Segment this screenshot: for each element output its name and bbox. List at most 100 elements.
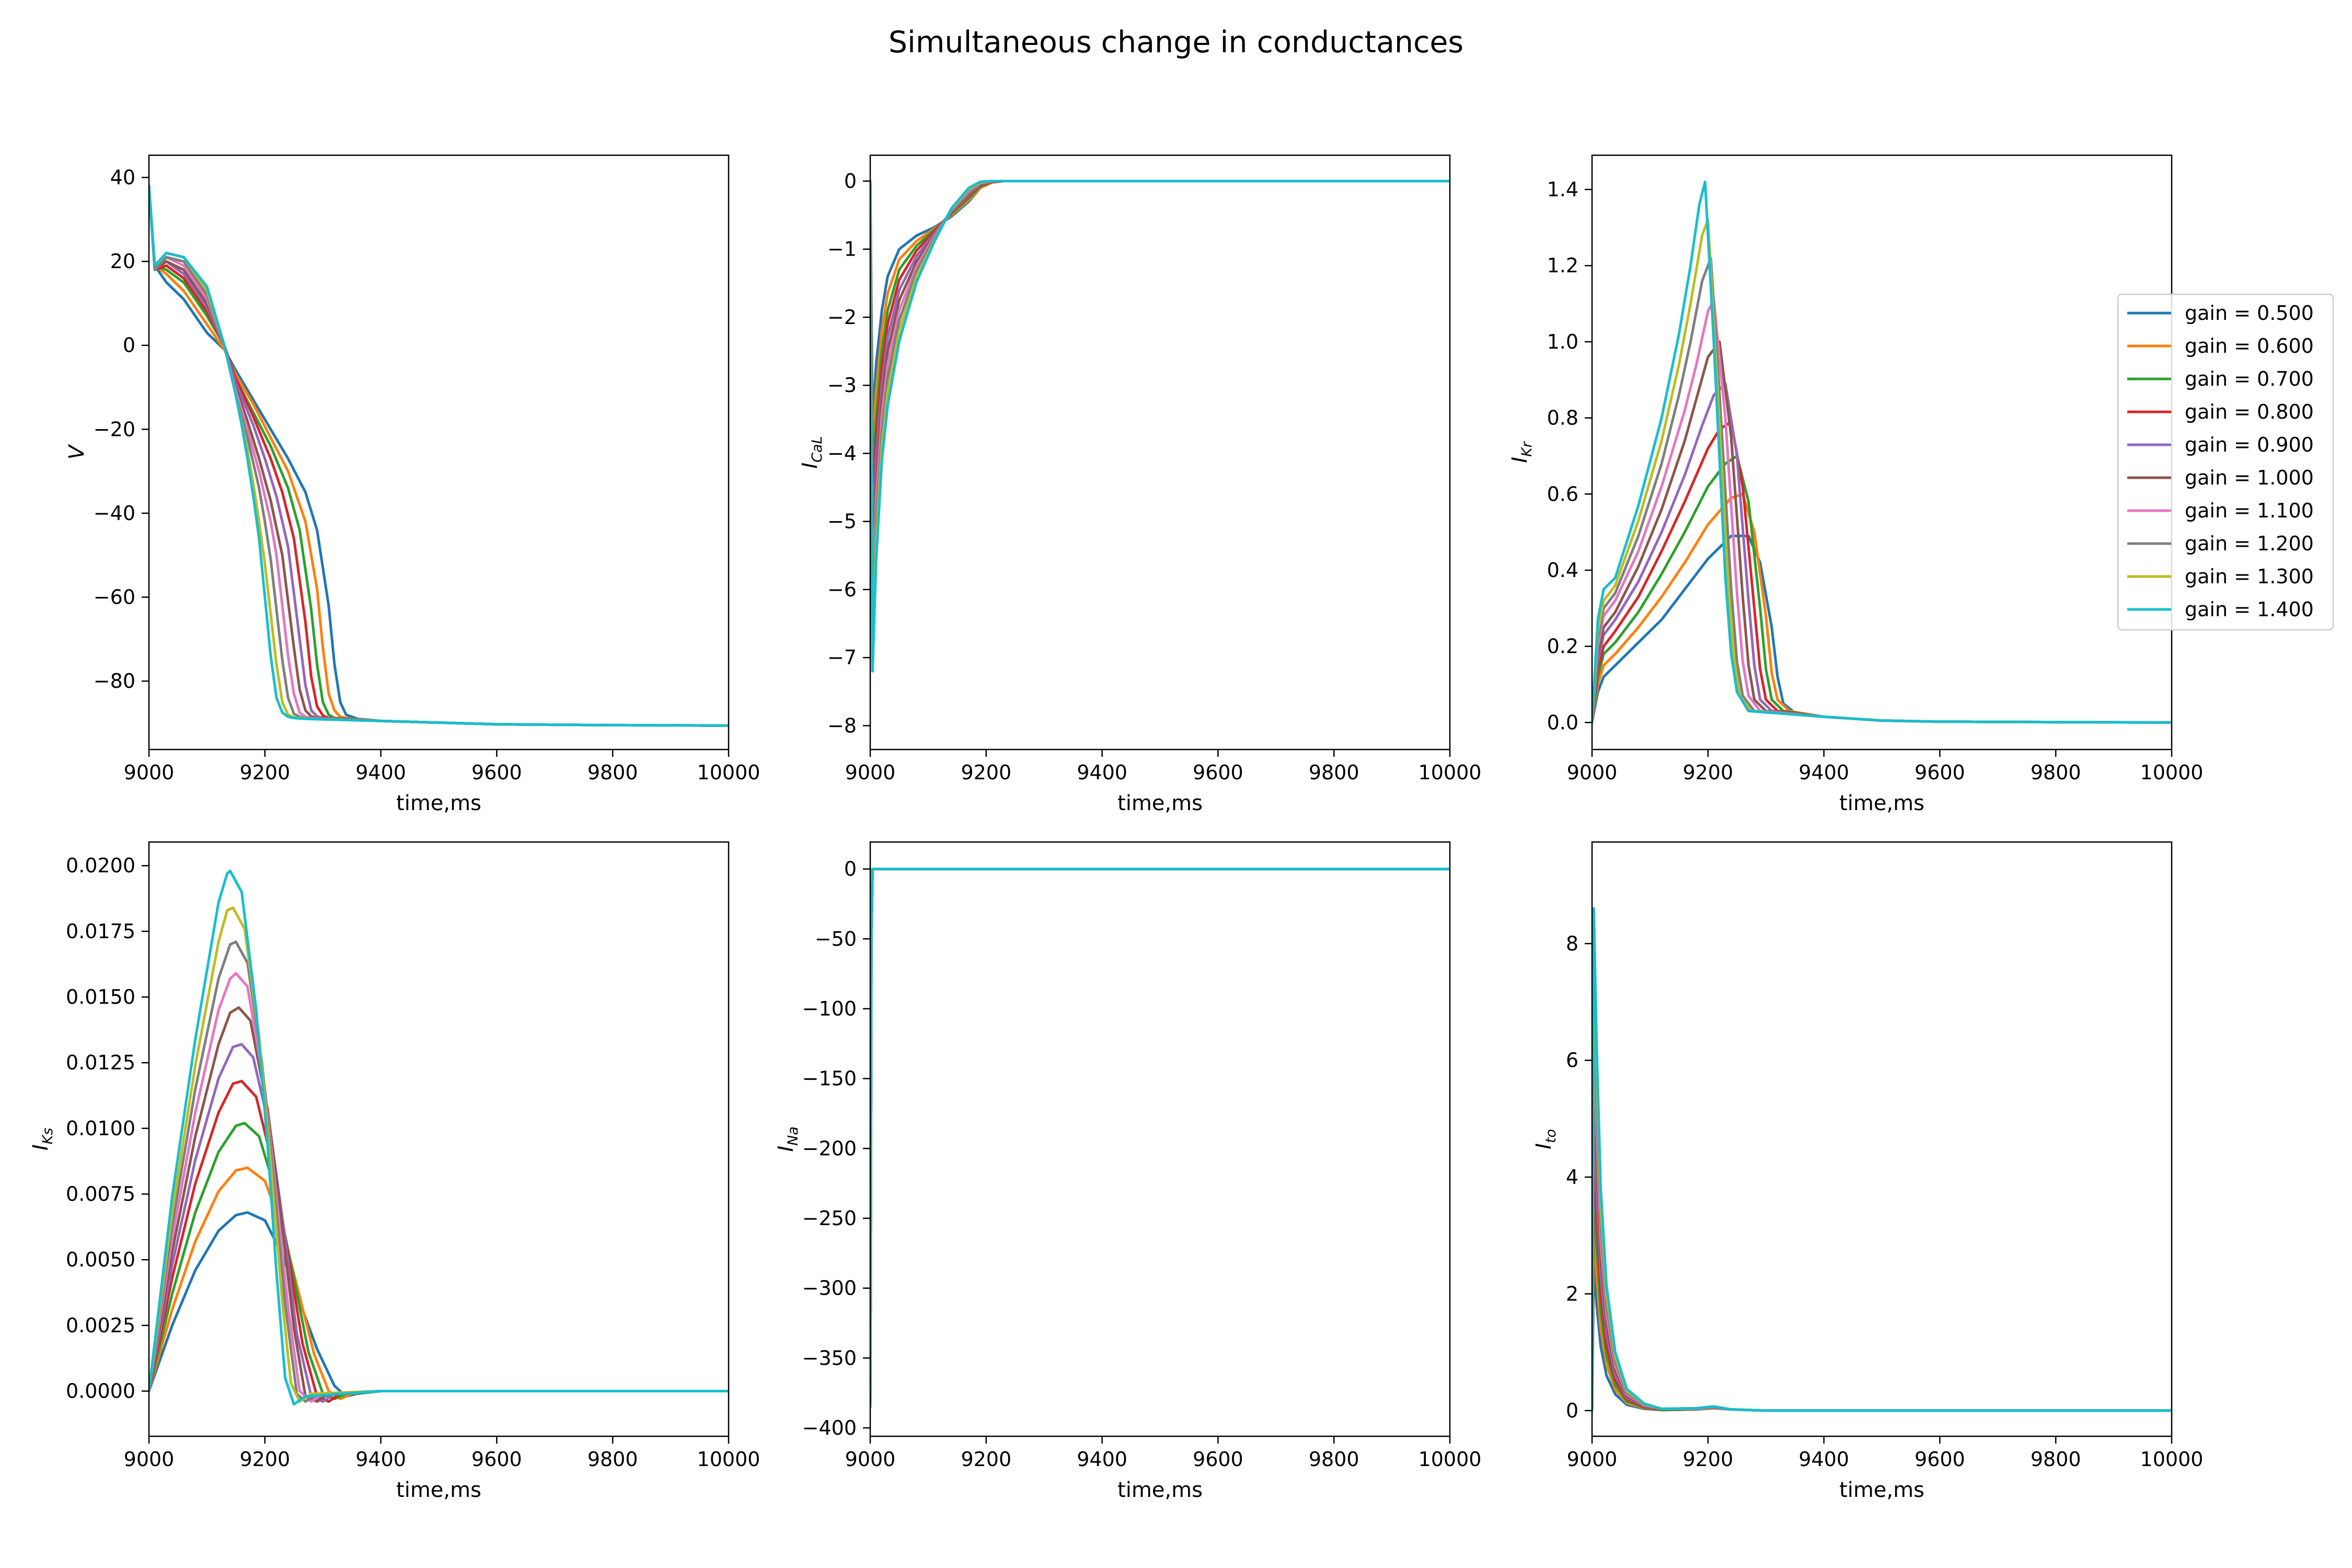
legend-entry: gain = 0.500	[2185, 302, 2314, 325]
y-tick-label: −6	[827, 578, 857, 601]
subplot-bottom-right: 9000 9200 9400 9600 9800 10000 0 2 4 6 8 time,ms Ito	[1532, 841, 2204, 1502]
subplot-grid: 9000 9200 9400 9600 9800 10000−80−60−40−20020…	[29, 154, 2204, 1502]
y-axis-label: Ito	[1532, 1129, 1559, 1149]
x-tick-label: 10000	[1419, 761, 1482, 784]
y-tick-label: 1.0	[1547, 330, 1578, 353]
x-tick-label: 10000	[697, 1448, 760, 1471]
legend-entry: gain = 0.600	[2185, 335, 2314, 358]
axes-frame	[148, 154, 730, 751]
x-tick-label: 9000	[124, 761, 175, 784]
figure-title: Simultaneous change in conductances	[889, 25, 1463, 60]
subplot-top-middle: 9000 9200 9400 9600 9800 10000 −8 −7 −6 −5 −4 −3 −2 −…	[798, 154, 1482, 815]
subplot-top-right: 9000 9200 9400 9600 9800 10000 0.0 0.2 0.4 0.6 0.8…	[1508, 154, 2204, 815]
series-line	[1592, 180, 2172, 724]
y-tick-label: 0.0200	[66, 854, 135, 877]
subplot-bottom-middle: 9000 9200 9400 9600 9800 10000 −400 −350 −300 −25…	[774, 841, 1482, 1502]
x-tick-label: 9800	[587, 761, 638, 784]
y-tick-label: −40	[94, 502, 135, 525]
y-tick-label: −400	[802, 1416, 857, 1439]
y-tick-label: 2	[1566, 1282, 1578, 1305]
x-tick-label: 9000	[1567, 1448, 1618, 1471]
series-group	[149, 869, 729, 1406]
y-tick-label: −7	[827, 646, 857, 669]
y-tick-label: −2	[827, 306, 857, 329]
x-tick-label: 9200	[239, 1448, 290, 1471]
y-tick-label: 8	[1566, 932, 1578, 955]
y-tick-label: 0.2	[1547, 635, 1578, 658]
legend: gain = 0.500 gain = 0.600 gain = 0.700 gain…	[2117, 293, 2334, 631]
series-group	[1592, 180, 2172, 724]
y-axis-label: ICaL	[798, 436, 825, 468]
x-tick-label: 9400	[1798, 1448, 1849, 1471]
x-tick-label: 9200	[961, 1448, 1011, 1471]
y-tick-label: 1.2	[1547, 254, 1578, 277]
x-tick-label: 9200	[961, 761, 1011, 784]
x-tick-label: 9000	[124, 1448, 175, 1471]
x-axis-label: time,ms	[396, 1478, 481, 1502]
x-tick-label: 10000	[1419, 1448, 1482, 1471]
y-tick-label: 1.4	[1547, 178, 1578, 201]
legend-box	[2117, 293, 2334, 631]
x-tick-label: 9400	[355, 1448, 406, 1471]
x-tick-label: 9200	[1682, 1448, 1733, 1471]
y-tick-label: −100	[802, 997, 857, 1020]
y-tick-label: −20	[94, 418, 135, 441]
x-tick-label: 10000	[2140, 1448, 2204, 1471]
x-tick-label: 9800	[1309, 761, 1359, 784]
y-tick-label: 0.0	[1547, 711, 1578, 734]
x-axis-label: time,ms	[1117, 791, 1203, 815]
y-tick-label: 0	[844, 858, 857, 881]
y-tick-label: 0.0000	[66, 1380, 135, 1403]
series-group	[870, 180, 1450, 673]
y-tick-label: −5	[827, 510, 857, 533]
series-line	[870, 180, 1450, 673]
y-tick-label: 0.6	[1547, 482, 1578, 505]
y-tick-label: 0.0100	[66, 1117, 135, 1140]
y-tick-label: 0.0075	[66, 1183, 135, 1206]
y-tick-label: −80	[94, 670, 135, 693]
legend-entry: gain = 1.200	[2185, 532, 2314, 555]
y-tick-label: −250	[802, 1207, 857, 1230]
x-tick-label: 9200	[239, 761, 290, 784]
y-tick-label: 6	[1566, 1049, 1578, 1072]
x-tick-label: 9400	[355, 761, 406, 784]
x-tick-label: 9400	[1077, 761, 1127, 784]
y-axis-label: IKr	[1508, 441, 1535, 463]
x-tick-label: 9800	[2031, 761, 2081, 784]
x-tick-label: 9400	[1077, 1448, 1127, 1471]
series-group	[149, 185, 729, 727]
y-tick-label: −60	[94, 586, 135, 609]
subplot-bottom-left: 9000 9200 9400 9600 9800 10000 0.0000 0.0025 0.0…	[29, 841, 760, 1502]
y-tick-label: 0.0025	[66, 1314, 135, 1337]
x-tick-label: 9600	[471, 761, 522, 784]
x-tick-label: 9800	[1309, 1448, 1359, 1471]
legend-entry: gain = 0.900	[2185, 433, 2314, 456]
x-tick-label: 10000	[2140, 761, 2204, 784]
y-tick-label: −50	[815, 927, 857, 950]
y-tick-label: −3	[827, 374, 857, 397]
legend-entry: gain = 1.300	[2185, 565, 2314, 588]
y-tick-label: 4	[1566, 1166, 1578, 1189]
x-tick-label: 9800	[2031, 1448, 2081, 1471]
y-axis-label: INa	[774, 1126, 801, 1152]
x-tick-label: 9000	[845, 761, 896, 784]
y-tick-label: 0.0175	[66, 920, 135, 943]
series-line	[149, 185, 729, 727]
axes-frame	[869, 154, 1451, 751]
x-axis-label: time,ms	[1839, 1478, 1924, 1502]
y-tick-label: −1	[827, 238, 857, 261]
x-axis-label: time,ms	[1839, 791, 1924, 815]
y-tick-label: 0	[1566, 1399, 1578, 1422]
legend-entry: gain = 1.400	[2185, 598, 2314, 621]
x-tick-label: 9600	[1193, 1448, 1243, 1471]
x-tick-label: 9400	[1798, 761, 1849, 784]
axes-frame	[1591, 841, 2173, 1437]
legend-entry: gain = 1.000	[2185, 466, 2314, 489]
legend-entry: gain = 0.800	[2185, 400, 2314, 423]
x-tick-label: 9000	[1567, 761, 1618, 784]
series-line	[1592, 907, 2172, 1412]
series-group	[1592, 907, 2172, 1412]
x-tick-label: 9600	[1915, 1448, 1965, 1471]
y-tick-label: −200	[802, 1137, 857, 1160]
